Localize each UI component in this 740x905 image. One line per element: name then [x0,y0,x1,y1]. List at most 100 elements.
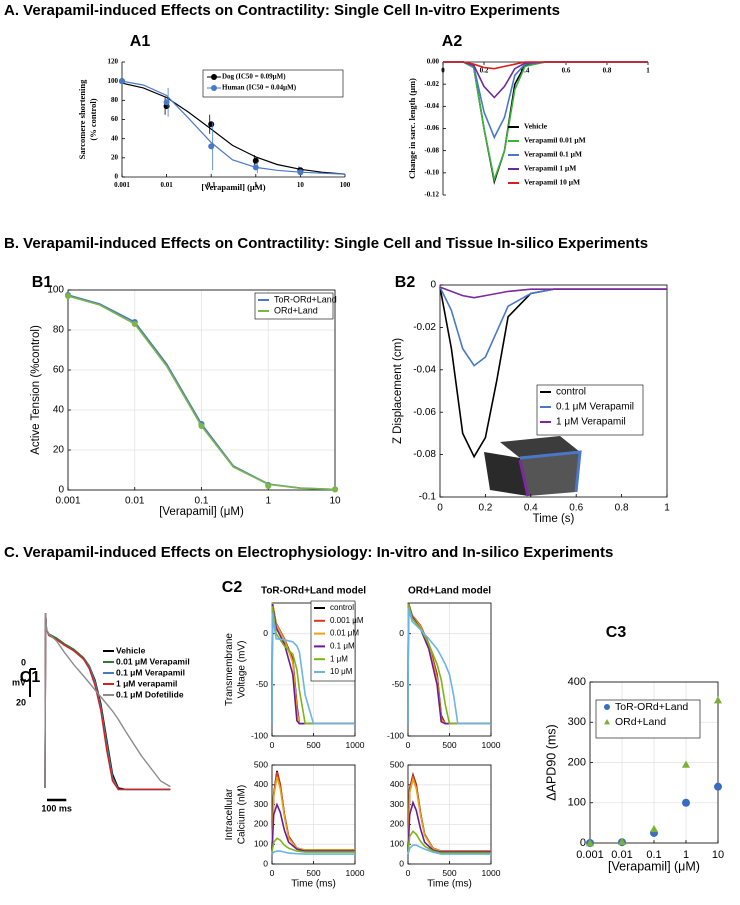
y-tick-label: -0.08 [413,449,436,460]
marker [650,824,658,833]
legend-label: 0.001 μM [330,616,364,625]
line [407,800,491,853]
legend-label: 1 μM Verapamil [556,417,626,428]
y-tick-label: -0.12 [424,191,439,199]
legend-box [310,600,356,682]
x-tick-label: 10 [329,496,341,507]
legend-label: Human (IC50 = 0.04μM) [222,84,297,92]
y-tick-label: 60 [111,115,119,123]
panel-label: A2 [442,33,463,50]
marker [211,85,217,91]
y-tick-label: 0 [58,485,64,496]
x-tick-label: 100 [340,181,351,189]
legend-label: 0.1 μM Verapamil [556,402,634,413]
y-axis-label: Transmembrane [224,633,235,706]
x-axis-label: Time (s) [533,513,575,525]
y-tick-label: 300 [254,799,268,809]
x-tick-label: 1 [683,849,689,861]
y-tick-label: -0.10 [424,168,439,176]
section-heading: C. Verapamil-induced Effects on Electrop… [4,544,613,561]
x-tick-label: 1 [664,503,670,514]
tissue-cube [484,436,582,497]
y-tick-label: 0 [430,280,436,291]
marker [682,760,690,768]
y-axis-label: Sarcomere shortening [77,79,87,159]
y-axis-label: Calcium (nM) [237,785,248,844]
legend-label: 0.01 μM Verapamil [116,656,190,666]
x-axis-label: [Verapamil] (μM) [159,506,244,518]
marker [208,143,215,150]
line [271,837,355,853]
scale-label: mV [12,677,26,687]
marker [119,78,125,85]
x-tick-label: 0.01 [611,849,632,861]
line [271,613,355,725]
cube-face [520,452,580,496]
y-axis-label: Active Tension (%control) [30,325,42,455]
x-tick-label: 0.001 [576,849,604,861]
plot-frame [271,764,356,865]
y-tick-label: -0.06 [424,124,439,132]
legend-label: Vehicle [116,645,146,655]
panel-subtitle: ORd+Land model [408,586,491,597]
x-tick-label: 1 [254,181,258,189]
marker [604,704,610,710]
x-tick-label: 0.6 [569,503,583,514]
y-tick-label: 200 [390,819,404,829]
y-tick-label: 0.00 [427,58,440,66]
line [407,607,491,725]
plot-frame [589,681,719,844]
legend-label: 0.1 μM Dofetilide [116,689,184,699]
y-tick-label: -0.02 [424,80,439,88]
x-tick-label: 500 [442,868,456,878]
marker [208,121,215,128]
y-tick-label: 100 [254,838,268,848]
y-tick-label: 200 [568,756,586,768]
plot-frame [67,289,336,491]
legend-label: ORd+Land [274,305,318,315]
line [271,850,355,855]
line [44,612,171,791]
legend-box [536,384,644,436]
legend-label: 1 μM verapamil [116,678,177,688]
x-tick-label: 0 [270,740,275,750]
y-axis-label: Change in sarc. length (μm) [407,78,417,179]
x-tick-label: 500 [442,740,456,750]
legend-label: Verapamil 1 μM [524,164,576,173]
panel-label: B1 [32,274,53,291]
x-tick-label: 1 [265,496,271,507]
fit-line [121,82,346,175]
legend-label: ORd+Land [615,716,666,728]
y-tick-label: -100 [387,730,404,740]
y-tick-label: 0 [399,628,404,638]
legend-label: control [556,387,586,398]
y-tick-label: 400 [390,779,404,789]
legend-label: 0.01 μM [330,629,359,638]
legend-label: control [330,603,354,612]
x-tick-label: 0.001 [55,496,80,507]
cube-edge [519,450,582,493]
line [271,605,355,725]
marker [211,74,217,80]
x-tick-label: 10 [712,849,724,861]
x-tick-label: 1000 [482,740,501,750]
panel-label: A1 [130,33,151,50]
x-axis-label: [Verapamil] (μM) [201,182,265,192]
marker [163,99,170,106]
marker [714,696,722,704]
line [439,286,667,299]
y-tick-label: 400 [568,676,586,688]
cube-face [484,452,528,496]
y-tick-label: 500 [390,759,404,769]
y-tick-label: 40 [111,134,119,142]
y-tick-label: -0.04 [413,364,436,375]
legend-box [254,292,334,320]
panel-label: C2 [222,579,243,596]
x-tick-label: 0 [406,868,411,878]
panel-label: B2 [395,274,416,291]
legend-label: Dog (IC50 = 0.09μM) [222,73,286,81]
line [44,612,171,789]
x-tick-label: 0 [437,503,443,514]
line [44,612,171,791]
